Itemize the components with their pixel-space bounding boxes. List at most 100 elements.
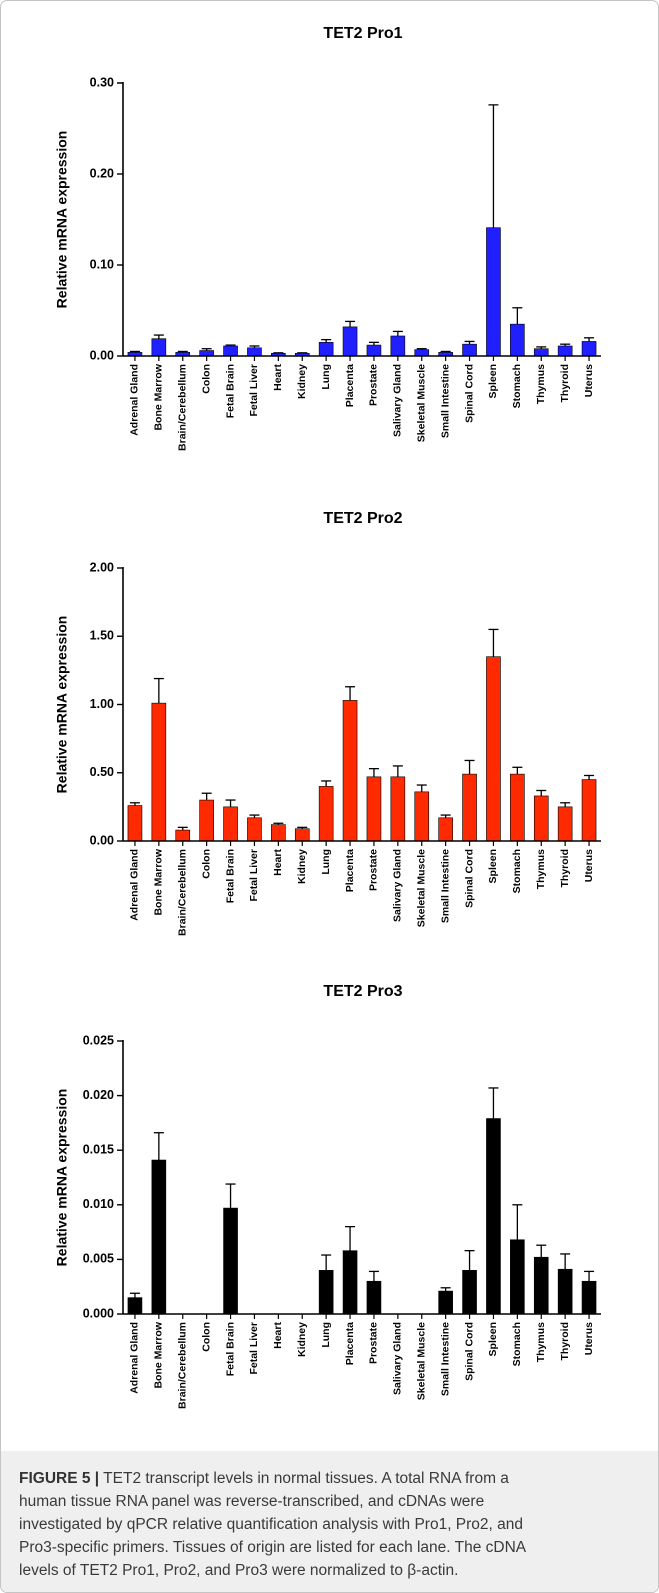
x-tick-label: Colon — [200, 849, 212, 879]
x-tick-label: Thyroid — [559, 364, 571, 403]
y-tick-label: 0.30 — [90, 75, 114, 89]
bar — [366, 776, 382, 842]
error-bar — [153, 677, 164, 704]
error-bar — [345, 320, 356, 327]
x-tick-label: Salivary Gland — [392, 1322, 404, 1395]
x-tick-label: Thyroid — [559, 849, 571, 888]
error-bar — [273, 822, 284, 825]
bar — [486, 227, 501, 357]
bar — [223, 1207, 238, 1315]
x-tick-label: Salivary Gland — [392, 849, 404, 922]
error-bar — [249, 345, 260, 348]
x-tick-label: Thymus — [535, 364, 547, 404]
bar — [366, 344, 382, 357]
bar — [151, 338, 167, 357]
bar — [223, 806, 238, 842]
x-tick-label: Uterus — [583, 849, 595, 882]
x-tick-label: Small Intestine — [439, 364, 451, 438]
error-bar — [321, 1254, 332, 1271]
x-tick-label: Bone Marrow — [153, 363, 165, 430]
x-tick-label: Fetal Liver — [248, 849, 260, 902]
bar — [294, 828, 310, 842]
bar — [318, 1270, 334, 1315]
chart-title: TET2 Pro2 — [323, 510, 402, 527]
chart-title: TET2 Pro1 — [323, 25, 402, 42]
x-tick-label: Placenta — [344, 364, 356, 407]
y-axis-label: Relative mRNA expression — [54, 1089, 70, 1267]
y-tick-label: 0.00 — [90, 348, 114, 362]
x-tick-label: Spleen — [487, 849, 499, 883]
x-tick-label: Brain/Cerebellum — [177, 1322, 189, 1409]
y-tick-label: 2.00 — [90, 560, 114, 574]
x-tick-label: Small Intestine — [439, 1322, 451, 1396]
y-tick-label: 0.50 — [90, 765, 114, 779]
bar — [533, 795, 549, 842]
bar — [151, 1159, 167, 1315]
chart-svg-2: TET2 Pro2 Relative mRNA expression Adrenal… — [54, 510, 601, 936]
error-bar — [416, 348, 427, 350]
bar — [557, 806, 573, 842]
error-bar — [560, 343, 571, 346]
error-bar — [345, 686, 356, 701]
bar — [510, 773, 525, 842]
bar — [318, 342, 334, 357]
bar — [366, 1280, 382, 1315]
chart-title: TET2 Pro3 — [323, 983, 402, 1000]
x-tick-label: Salivary Gland — [392, 364, 404, 437]
error-bar — [464, 1250, 475, 1271]
caption-label: FIGURE 5 | — [19, 1470, 100, 1487]
bar — [247, 817, 262, 842]
chart-panel-pro2: TET2 Pro2 Relative mRNA expression Adrenal… — [1, 486, 658, 956]
bar — [342, 1250, 358, 1315]
bar — [462, 1270, 477, 1315]
error-bar — [368, 341, 379, 346]
error-bar — [488, 628, 499, 657]
x-tick-label: Skeletal Muscle — [416, 364, 428, 442]
x-tick-label: Heart — [272, 1322, 284, 1349]
y-tick-label: 1.50 — [90, 629, 114, 643]
error-bar — [512, 766, 523, 775]
bar — [557, 1268, 573, 1315]
bar — [533, 1256, 549, 1315]
x-tick-label: Uterus — [583, 364, 595, 397]
bar — [318, 786, 334, 842]
bar — [486, 656, 501, 842]
y-tick-label: 0.010 — [83, 1197, 114, 1211]
x-tick-label: Bone Marrow — [153, 848, 165, 915]
x-tick-label: Fetal Brain — [224, 1322, 236, 1376]
x-tick-label: Brain/Cerebellum — [177, 849, 189, 936]
x-tick-label: Prostate — [368, 364, 380, 406]
error-bar — [129, 1292, 140, 1298]
bar — [581, 1280, 597, 1315]
error-bar — [512, 1204, 523, 1240]
x-tick-label: Skeletal Muscle — [416, 1322, 428, 1400]
y-tick-label: 1.00 — [90, 697, 114, 711]
x-tick-label: Thyroid — [559, 1322, 571, 1361]
bar — [486, 1118, 501, 1315]
bar — [342, 700, 358, 842]
x-tick-label: Spinal Cord — [463, 849, 475, 908]
bar — [151, 702, 167, 842]
x-tick-label: Lung — [320, 849, 332, 875]
error-bar — [584, 337, 595, 342]
caption-line: Pro3-specific primers. Tissues of origin… — [19, 1539, 527, 1556]
error-bar — [177, 826, 188, 831]
bar — [462, 343, 477, 357]
x-tick-label: Stomach — [511, 1322, 523, 1366]
x-tick-label: Prostate — [368, 849, 380, 891]
x-tick-label: Brain/Cerebellum — [177, 364, 189, 451]
figure-caption: FIGURE 5 | TET2 transcript levels in nor… — [1, 1451, 658, 1592]
x-tick-label: Colon — [200, 364, 212, 394]
bar — [438, 1290, 453, 1315]
bar — [199, 350, 214, 357]
error-bar — [249, 814, 260, 818]
caption-text: TET2 transcript levels in normal tissues… — [103, 1470, 509, 1487]
error-bar — [368, 768, 379, 777]
x-tick-label: Lung — [320, 1322, 332, 1348]
bar — [414, 349, 430, 357]
x-tick-label: Adrenal Gland — [129, 849, 141, 921]
x-tick-label: Fetal Brain — [224, 849, 236, 903]
caption-line: human tissue RNA panel was reverse-trans… — [19, 1493, 485, 1510]
x-tick-label: Placenta — [344, 1322, 356, 1365]
bar — [271, 824, 286, 842]
